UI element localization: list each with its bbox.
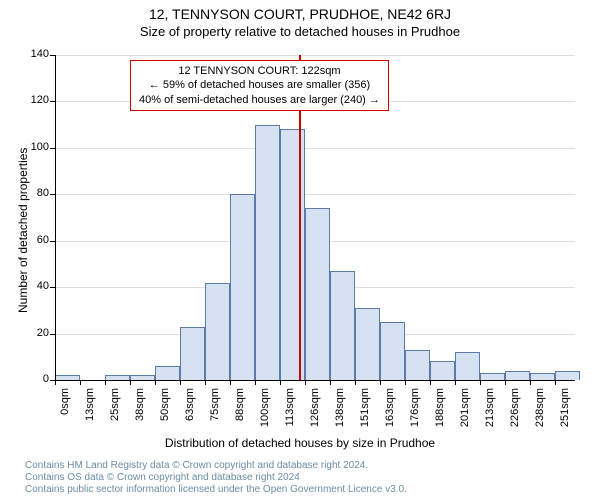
xtick-mark — [330, 380, 331, 385]
histogram-bar — [380, 322, 405, 380]
ytick-mark — [50, 194, 55, 195]
xtick-label: 188sqm — [434, 388, 446, 438]
xtick-mark — [530, 380, 531, 385]
xtick-mark — [405, 380, 406, 385]
ytick-mark — [50, 334, 55, 335]
xtick-label: 13sqm — [84, 388, 96, 438]
ytick-label: 80 — [19, 187, 49, 199]
xtick-label: 151sqm — [359, 388, 371, 438]
xtick-label: 0sqm — [59, 388, 71, 438]
histogram-bar — [280, 129, 305, 380]
histogram-bar — [480, 373, 505, 380]
xtick-mark — [180, 380, 181, 385]
histogram-bar — [255, 125, 280, 380]
gridline — [55, 148, 575, 149]
xtick-mark — [505, 380, 506, 385]
xtick-mark — [355, 380, 356, 385]
xtick-mark — [80, 380, 81, 385]
xtick-mark — [480, 380, 481, 385]
xtick-label: 25sqm — [109, 388, 121, 438]
xtick-label: 238sqm — [534, 388, 546, 438]
histogram-bar — [155, 366, 180, 380]
xtick-mark — [305, 380, 306, 385]
xtick-mark — [380, 380, 381, 385]
xtick-mark — [255, 380, 256, 385]
xtick-mark — [430, 380, 431, 385]
ytick-label: 140 — [19, 48, 49, 60]
ytick-label: 0 — [19, 373, 49, 385]
footer-line2: Contains OS data © Crown copyright and d… — [25, 472, 407, 484]
xtick-label: 50sqm — [159, 388, 171, 438]
gridline — [55, 194, 575, 195]
xtick-label: 163sqm — [384, 388, 396, 438]
xtick-mark — [55, 380, 56, 385]
ytick-label: 120 — [19, 94, 49, 106]
histogram-bar — [430, 361, 455, 380]
histogram-bar — [305, 208, 330, 380]
ytick-label: 60 — [19, 234, 49, 246]
histogram-bar — [555, 371, 580, 380]
annotation-line2: ← 59% of detached houses are smaller (35… — [139, 78, 380, 92]
annotation-box: 12 TENNYSON COURT: 122sqm ← 59% of detac… — [130, 60, 389, 111]
gridline — [55, 55, 575, 56]
xtick-mark — [455, 380, 456, 385]
x-axis-line — [55, 380, 575, 381]
xtick-mark — [280, 380, 281, 385]
histogram-bar — [355, 308, 380, 380]
y-axis-line — [55, 55, 56, 380]
histogram-bar — [455, 352, 480, 380]
xtick-label: 226sqm — [509, 388, 521, 438]
xtick-mark — [155, 380, 156, 385]
xtick-label: 100sqm — [259, 388, 271, 438]
footer-line3: Contains public sector information licen… — [25, 484, 407, 496]
xtick-label: 138sqm — [334, 388, 346, 438]
xtick-label: 126sqm — [309, 388, 321, 438]
xtick-mark — [230, 380, 231, 385]
ytick-mark — [50, 55, 55, 56]
xtick-mark — [205, 380, 206, 385]
ytick-mark — [50, 101, 55, 102]
xtick-label: 176sqm — [409, 388, 421, 438]
xtick-label: 75sqm — [209, 388, 221, 438]
ytick-label: 20 — [19, 327, 49, 339]
histogram-bar — [405, 350, 430, 380]
x-axis-label: Distribution of detached houses by size … — [0, 436, 600, 450]
histogram-bar — [330, 271, 355, 380]
xtick-mark — [555, 380, 556, 385]
xtick-label: 251sqm — [559, 388, 571, 438]
footer-attribution: Contains HM Land Registry data © Crown c… — [25, 460, 407, 496]
xtick-label: 201sqm — [459, 388, 471, 438]
histogram-bar — [180, 327, 205, 380]
histogram-bar — [505, 371, 530, 380]
xtick-label: 63sqm — [184, 388, 196, 438]
annotation-line1: 12 TENNYSON COURT: 122sqm — [139, 64, 380, 78]
ytick-label: 40 — [19, 280, 49, 292]
ytick-mark — [50, 287, 55, 288]
ytick-mark — [50, 148, 55, 149]
chart-title: 12, TENNYSON COURT, PRUDHOE, NE42 6RJ — [0, 0, 600, 22]
histogram-bar — [230, 194, 255, 380]
xtick-label: 88sqm — [234, 388, 246, 438]
xtick-mark — [130, 380, 131, 385]
histogram-bar — [205, 283, 230, 381]
annotation-line3: 40% of semi-detached houses are larger (… — [139, 93, 380, 107]
chart-subtitle: Size of property relative to detached ho… — [0, 22, 600, 39]
ytick-mark — [50, 241, 55, 242]
footer-line1: Contains HM Land Registry data © Crown c… — [25, 460, 407, 472]
ytick-label: 100 — [19, 141, 49, 153]
xtick-mark — [105, 380, 106, 385]
xtick-label: 213sqm — [484, 388, 496, 438]
xtick-label: 113sqm — [284, 388, 296, 438]
xtick-label: 38sqm — [134, 388, 146, 438]
chart-container: 12, TENNYSON COURT, PRUDHOE, NE42 6RJ Si… — [0, 0, 600, 500]
histogram-bar — [530, 373, 555, 380]
